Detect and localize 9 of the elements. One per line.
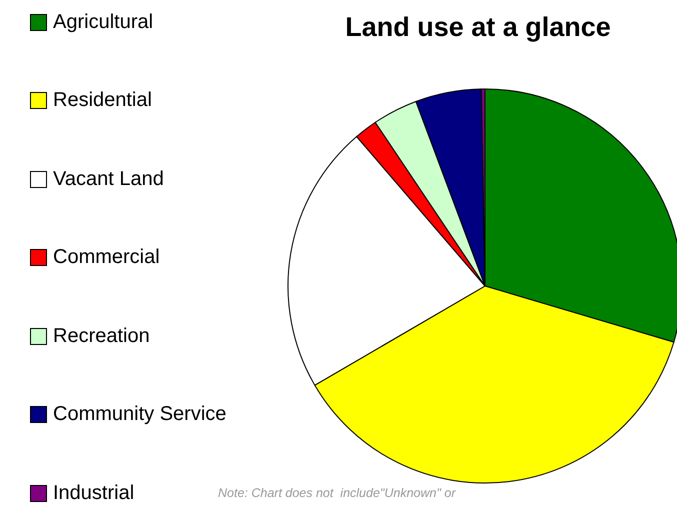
- legend-label: Commercial: [53, 246, 160, 269]
- legend-label: Recreation: [53, 324, 150, 348]
- legend-label: Community Service: [53, 403, 226, 426]
- legend-label: Industrial: [53, 482, 134, 504]
- legend-label: Residential: [53, 89, 152, 112]
- text: Note: Chart does not include"Unknown" or: [218, 486, 456, 500]
- chart-title: Land use at a glance: [344, 12, 612, 43]
- legend-label: Agricultural: [53, 10, 154, 34]
- legend-label: Vacant Land: [53, 168, 164, 190]
